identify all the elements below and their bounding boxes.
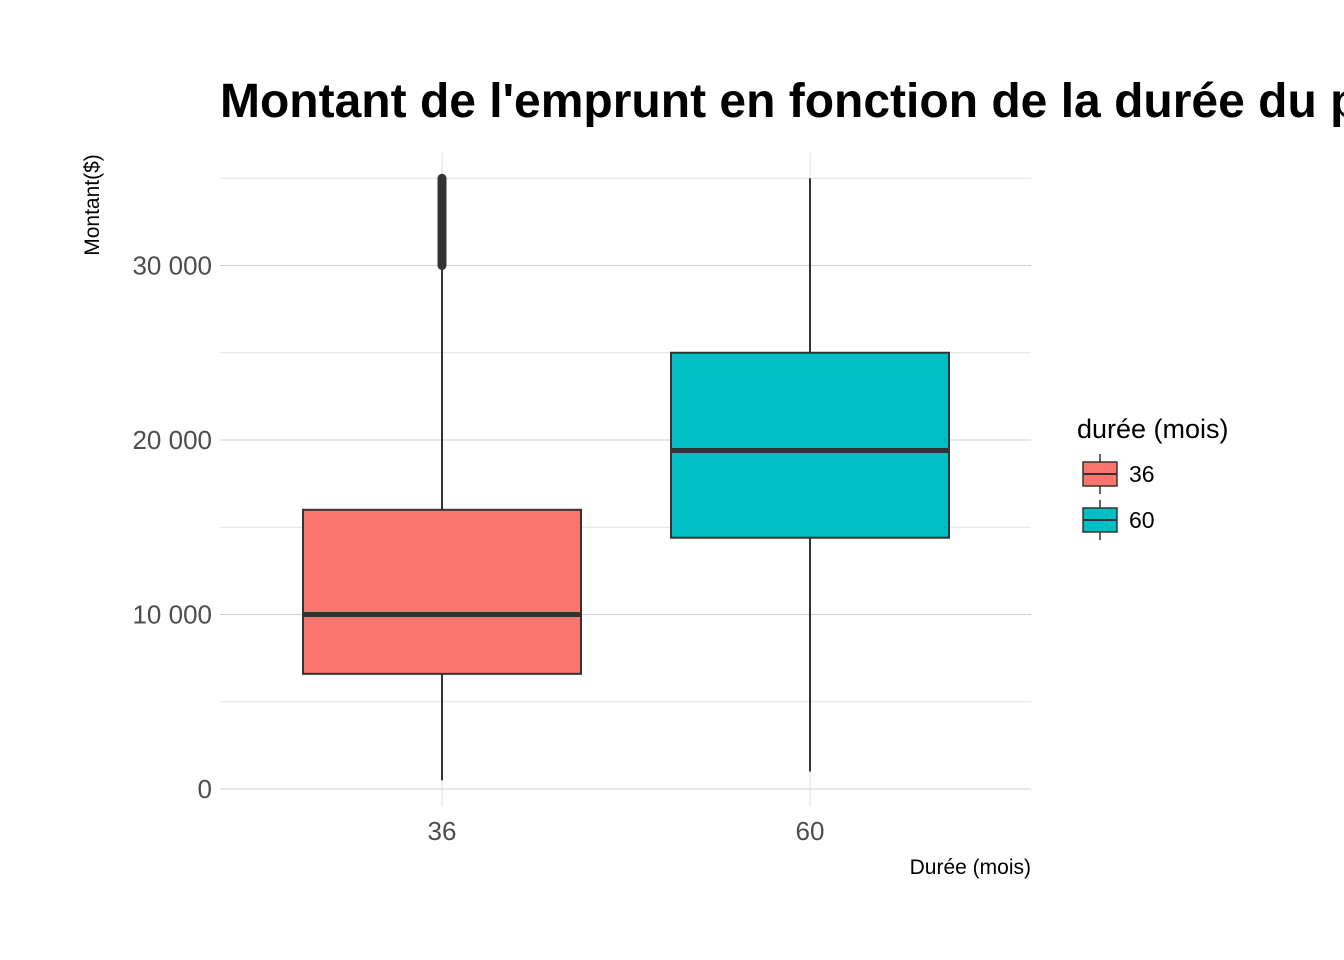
legend: durée (mois) 36 60 xyxy=(1077,414,1229,540)
y-tick-label: 30 000 xyxy=(132,251,212,281)
iqr-box xyxy=(302,508,582,675)
iqr-box xyxy=(670,351,950,539)
box-36 xyxy=(302,173,582,781)
legend-title: durée (mois) xyxy=(1077,414,1229,444)
x-tick-labels: 36 60 xyxy=(428,816,825,846)
box-60 xyxy=(670,178,950,772)
y-tick-label: 0 xyxy=(198,774,212,804)
y-tick-label: 20 000 xyxy=(132,425,212,455)
x-tick-label: 60 xyxy=(796,816,825,846)
legend-entry-60: 60 xyxy=(1082,500,1155,540)
x-axis-label: Durée (mois) xyxy=(910,856,1031,879)
boxes xyxy=(302,173,950,781)
legend-label: 60 xyxy=(1129,507,1155,533)
x-tick-label: 36 xyxy=(428,816,457,846)
legend-label: 36 xyxy=(1129,461,1155,487)
legend-entry-36: 36 xyxy=(1082,454,1155,494)
y-tick-label: 10 000 xyxy=(132,600,212,630)
y-axis-label: Montant($) xyxy=(81,154,104,256)
y-tick-labels: 0 10 000 20 000 30 000 xyxy=(132,251,212,805)
chart-title: Montant de l'emprunt en fonction de la d… xyxy=(220,75,1344,128)
